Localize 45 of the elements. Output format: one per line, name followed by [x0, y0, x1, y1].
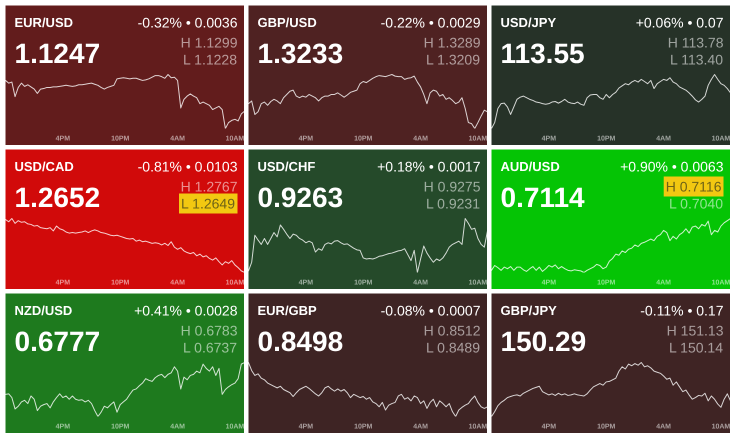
text: -0.32% • 0.0036	[138, 14, 238, 30]
text: +0.06% • 0.07	[636, 14, 724, 30]
chart-subtitle: 1.2652	[14, 182, 100, 213]
text: L 1.2649	[181, 196, 236, 212]
text: L 113.40	[670, 52, 724, 68]
chart-title: EUR/USD	[14, 15, 74, 30]
chart-subtitle: 150.29	[500, 326, 586, 357]
text: +0.90% • 0.0063	[620, 158, 724, 174]
chart-subtitle: 0.9263	[258, 182, 344, 213]
chart-title: GBP/JPY	[500, 303, 558, 318]
text: +0.18% • 0.0017	[377, 158, 481, 174]
text: H 0.6783	[180, 322, 238, 338]
text: L 0.8489	[426, 340, 480, 356]
text: +0.41% • 0.0028	[134, 302, 238, 318]
text: H 113.78	[668, 34, 724, 50]
text: H 1.2767	[180, 178, 238, 194]
text: H 1.1299	[180, 34, 238, 50]
text: H 1.3289	[424, 34, 481, 50]
chart-subtitle: 1.1247	[14, 38, 100, 69]
chart-subtitle: 113.55	[500, 38, 585, 69]
chart-title: EUR/GBP	[258, 303, 318, 318]
chart-title: USD/JPY	[500, 15, 556, 30]
text: H 151.13	[666, 322, 724, 338]
chart-title: GBP/USD	[258, 15, 317, 30]
chart-title: NZD/USD	[14, 303, 72, 318]
text: L 0.7040	[669, 196, 724, 212]
text: H 0.7116	[666, 178, 722, 194]
chart-subtitle: 0.7114	[500, 182, 586, 213]
text: L 1.1228	[183, 52, 238, 68]
text: L 1.3209	[426, 52, 480, 68]
chart-title: USD/CAD	[14, 159, 74, 174]
text: -0.22% • 0.0029	[380, 14, 481, 30]
text: L 0.9231	[426, 196, 480, 212]
text: -0.81% • 0.0103	[138, 158, 238, 174]
text: H 0.8512	[424, 322, 481, 338]
text: H 0.9275	[424, 178, 481, 194]
text: L 150.14	[669, 340, 724, 356]
chart-subtitle: 0.6777	[14, 326, 100, 357]
chart-subtitle: 0.8498	[258, 326, 344, 357]
text: L 0.6737	[183, 340, 238, 356]
text: -0.08% • 0.0007	[380, 302, 481, 318]
chart-subtitle: 1.3233	[258, 38, 344, 69]
chart-title: USD/CHF	[258, 159, 316, 174]
chart-title: AUD/USD	[500, 159, 560, 174]
text: -0.11% • 0.17	[640, 302, 724, 318]
